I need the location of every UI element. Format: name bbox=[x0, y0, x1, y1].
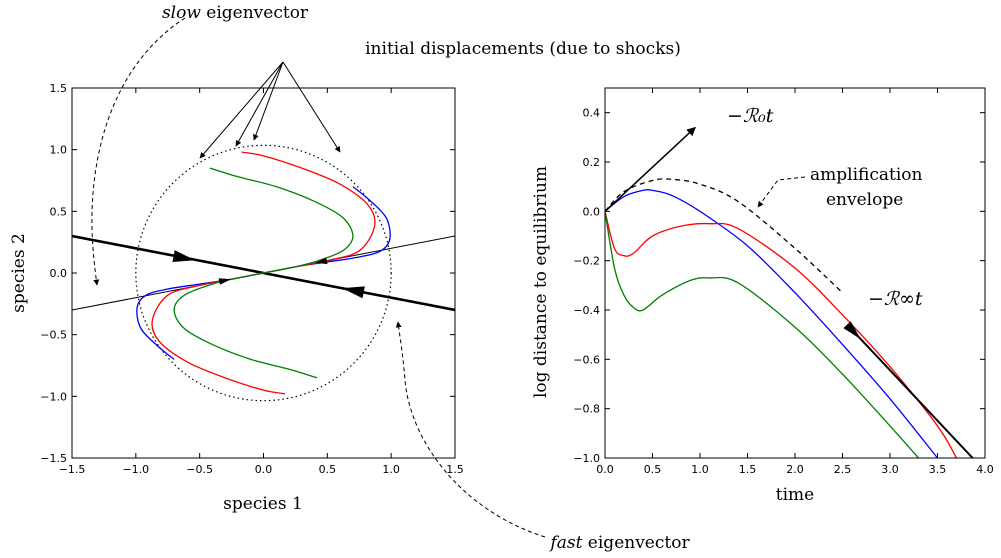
slow-emph: slow bbox=[162, 3, 201, 23]
right-ytick-label: −0.6 bbox=[573, 353, 600, 366]
curve-4 bbox=[605, 211, 919, 458]
left-xtick-label: −1.5 bbox=[59, 463, 86, 476]
displacement-arrows bbox=[199, 61, 341, 159]
curve-2 bbox=[605, 189, 939, 458]
left-xtick-label: 1.5 bbox=[446, 463, 464, 476]
right-ytick-label: −0.4 bbox=[573, 304, 600, 317]
asymptote-arrowhead bbox=[843, 321, 861, 340]
left-xtick-label: −1.0 bbox=[122, 463, 149, 476]
left-ytick-label: −1.5 bbox=[40, 452, 67, 465]
unit-circle bbox=[135, 144, 392, 402]
left-xtick-label: 0.0 bbox=[255, 463, 273, 476]
right-ytick-label: 0.0 bbox=[583, 205, 601, 218]
fast-emph: fast bbox=[548, 533, 582, 553]
right-xlabel: time bbox=[776, 485, 814, 505]
right-ytick-label: 0.2 bbox=[583, 156, 601, 169]
right-plot-frame bbox=[604, 87, 986, 459]
displacement-arrow-3 bbox=[253, 61, 284, 141]
fast-arrow-right bbox=[342, 286, 365, 299]
left-ylabel: species 2 bbox=[9, 233, 29, 313]
curve-3 bbox=[605, 211, 958, 458]
right-xtick-label: 1.5 bbox=[739, 463, 757, 476]
fast-arrow-left bbox=[172, 250, 196, 263]
phase-plane-chart: −1.5 −1.0 −0.5 0.0 0.5 1.0 1.5 −1.5 −1.0 −0.5 0.0 0… bbox=[9, 82, 464, 514]
distance-curves bbox=[605, 126, 974, 458]
amplification-arrow bbox=[757, 176, 806, 208]
trajectory-3 bbox=[173, 167, 354, 379]
right-ylabel: log distance to equilibrium bbox=[531, 166, 551, 398]
initial-displacements-label: initial displacements (due to shocks) bbox=[365, 39, 681, 59]
left-ytick-label: 0.0 bbox=[50, 267, 68, 280]
right-ytick-label: −0.8 bbox=[573, 403, 600, 416]
log-distance-chart: 0.0 0.5 1.0 1.5 2.0 2.5 3.0 3.5 4.0 −1.0 −0.8 −0.6 −… bbox=[531, 87, 994, 505]
asymptote-5 bbox=[846, 324, 974, 458]
right-xtick-label: 1.0 bbox=[691, 463, 709, 476]
envelope-1 bbox=[605, 178, 843, 294]
eigen-arrows bbox=[172, 250, 365, 299]
left-xlabel: species 1 bbox=[223, 494, 303, 514]
right-xtick-label: 3.5 bbox=[929, 463, 947, 476]
right-ticks: 0.0 0.5 1.0 1.5 2.0 2.5 3.0 3.5 4.0 −1.0 −0.8 −0.6 −… bbox=[573, 88, 994, 476]
right-xtick-label: 3.0 bbox=[881, 463, 899, 476]
right-ytick-label: 0.4 bbox=[583, 107, 601, 120]
displacement-arrow-2 bbox=[235, 61, 284, 147]
displacement-arrow-4 bbox=[282, 61, 341, 153]
right-ytick-label: −0.2 bbox=[573, 255, 600, 268]
slow-annotation-arrow bbox=[91, 17, 186, 286]
right-ytick-label: −1.0 bbox=[573, 452, 600, 465]
displacement-arrow-1 bbox=[199, 61, 284, 159]
right-xtick-label: 2.5 bbox=[834, 463, 852, 476]
fast-eigenvector-label: fast eigenvector bbox=[548, 533, 690, 553]
slow-rest: eigenvector bbox=[201, 3, 309, 23]
r0-arrow bbox=[605, 126, 696, 212]
left-ytick-label: 0.5 bbox=[50, 205, 68, 218]
left-ytick-label: 1.5 bbox=[50, 82, 68, 95]
left-ytick-label: 1.0 bbox=[50, 144, 68, 157]
amplification-label-1: amplification bbox=[810, 165, 923, 185]
left-ytick-label: −0.5 bbox=[40, 329, 67, 342]
slow-eigenvector-label: slow eigenvector bbox=[162, 3, 309, 23]
right-xtick-label: 4.0 bbox=[976, 463, 994, 476]
amplification-label-2: envelope bbox=[826, 190, 903, 210]
left-ytick-label: −1.0 bbox=[40, 390, 67, 403]
fast-rest: eigenvector bbox=[582, 533, 690, 553]
r0-label: −ℛ₀t bbox=[727, 105, 774, 127]
right-xtick-label: 2.0 bbox=[786, 463, 804, 476]
slow-arrow-left bbox=[218, 278, 232, 285]
left-xtick-label: 1.0 bbox=[382, 463, 400, 476]
right-xtick-label: 0.0 bbox=[596, 463, 614, 476]
rinf-label: −ℛ∞t bbox=[868, 288, 923, 310]
left-xtick-label: 0.5 bbox=[319, 463, 337, 476]
trajectories bbox=[136, 151, 391, 395]
annotations: slow eigenvector fast eigenvector initia… bbox=[91, 3, 923, 553]
slow-arrow-right bbox=[315, 257, 328, 265]
left-ticks: −1.5 −1.0 −0.5 0.0 0.5 1.0 1.5 −1.5 −1.0 −0.5 0.0 0… bbox=[40, 82, 463, 476]
left-xtick-label: −0.5 bbox=[186, 463, 213, 476]
fast-annotation-arrow bbox=[395, 321, 546, 538]
right-xtick-label: 0.5 bbox=[644, 463, 662, 476]
